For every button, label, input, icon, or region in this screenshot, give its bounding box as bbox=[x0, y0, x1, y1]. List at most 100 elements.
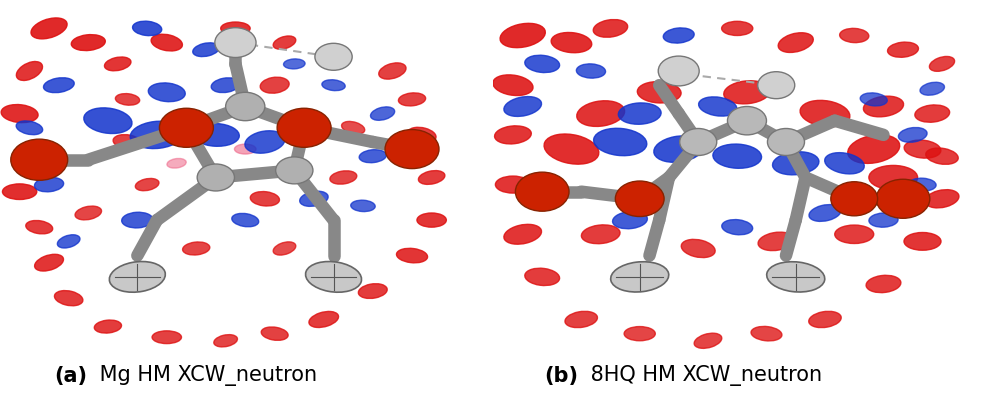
Ellipse shape bbox=[34, 177, 64, 192]
Ellipse shape bbox=[800, 100, 850, 127]
Ellipse shape bbox=[330, 171, 357, 184]
Ellipse shape bbox=[722, 21, 752, 35]
Ellipse shape bbox=[182, 242, 210, 255]
Ellipse shape bbox=[221, 22, 250, 35]
Ellipse shape bbox=[31, 18, 67, 39]
Ellipse shape bbox=[214, 335, 237, 347]
Ellipse shape bbox=[594, 128, 646, 156]
Circle shape bbox=[658, 56, 699, 86]
Circle shape bbox=[728, 106, 766, 135]
Ellipse shape bbox=[26, 220, 53, 234]
Ellipse shape bbox=[772, 152, 819, 175]
Ellipse shape bbox=[722, 220, 752, 235]
Ellipse shape bbox=[869, 165, 917, 190]
Ellipse shape bbox=[109, 262, 166, 292]
Ellipse shape bbox=[167, 158, 186, 168]
Ellipse shape bbox=[234, 144, 256, 154]
Circle shape bbox=[197, 164, 234, 191]
Ellipse shape bbox=[751, 326, 782, 341]
Circle shape bbox=[226, 92, 265, 121]
Ellipse shape bbox=[724, 81, 770, 104]
Circle shape bbox=[876, 179, 930, 218]
Ellipse shape bbox=[407, 127, 437, 142]
Ellipse shape bbox=[840, 29, 869, 42]
Ellipse shape bbox=[904, 233, 941, 250]
Ellipse shape bbox=[863, 96, 904, 117]
Ellipse shape bbox=[94, 320, 122, 333]
Circle shape bbox=[831, 182, 878, 216]
Ellipse shape bbox=[638, 82, 681, 103]
Ellipse shape bbox=[232, 213, 259, 227]
Ellipse shape bbox=[525, 268, 559, 286]
Ellipse shape bbox=[920, 82, 945, 95]
Ellipse shape bbox=[104, 57, 131, 71]
Ellipse shape bbox=[758, 232, 795, 251]
Ellipse shape bbox=[417, 213, 446, 227]
Ellipse shape bbox=[17, 62, 42, 80]
Ellipse shape bbox=[151, 34, 182, 51]
Ellipse shape bbox=[866, 275, 901, 293]
Ellipse shape bbox=[778, 33, 813, 53]
Circle shape bbox=[680, 129, 717, 155]
Ellipse shape bbox=[582, 225, 620, 244]
Ellipse shape bbox=[565, 311, 597, 328]
Circle shape bbox=[215, 28, 256, 58]
Ellipse shape bbox=[130, 121, 183, 149]
Ellipse shape bbox=[54, 290, 83, 306]
Ellipse shape bbox=[83, 108, 132, 133]
Ellipse shape bbox=[624, 326, 655, 341]
Ellipse shape bbox=[835, 225, 874, 244]
Ellipse shape bbox=[618, 103, 661, 124]
Ellipse shape bbox=[152, 331, 181, 344]
Ellipse shape bbox=[915, 105, 950, 122]
Circle shape bbox=[385, 130, 439, 169]
Ellipse shape bbox=[396, 248, 428, 263]
Ellipse shape bbox=[653, 136, 703, 162]
Circle shape bbox=[767, 129, 804, 155]
Ellipse shape bbox=[695, 333, 722, 348]
Ellipse shape bbox=[698, 97, 737, 116]
Ellipse shape bbox=[492, 75, 533, 95]
Text: 8HQ HM XCW_neutron: 8HQ HM XCW_neutron bbox=[584, 365, 822, 386]
Ellipse shape bbox=[3, 184, 37, 200]
Ellipse shape bbox=[305, 262, 362, 292]
Ellipse shape bbox=[132, 21, 162, 35]
Ellipse shape bbox=[57, 235, 80, 248]
Ellipse shape bbox=[713, 144, 761, 169]
Ellipse shape bbox=[888, 42, 918, 57]
Ellipse shape bbox=[135, 178, 159, 191]
Ellipse shape bbox=[551, 33, 592, 53]
Ellipse shape bbox=[359, 150, 387, 163]
Ellipse shape bbox=[611, 262, 669, 292]
Ellipse shape bbox=[869, 213, 898, 227]
Ellipse shape bbox=[15, 142, 44, 157]
Ellipse shape bbox=[341, 122, 365, 134]
Ellipse shape bbox=[577, 101, 625, 126]
Ellipse shape bbox=[908, 178, 936, 191]
Circle shape bbox=[615, 181, 664, 217]
Ellipse shape bbox=[273, 242, 296, 255]
Ellipse shape bbox=[612, 211, 647, 229]
Ellipse shape bbox=[1, 104, 38, 123]
Ellipse shape bbox=[43, 78, 75, 93]
Text: (a): (a) bbox=[54, 366, 87, 386]
Circle shape bbox=[315, 43, 352, 70]
Ellipse shape bbox=[379, 63, 406, 79]
Ellipse shape bbox=[594, 20, 628, 37]
Ellipse shape bbox=[860, 93, 887, 106]
Ellipse shape bbox=[398, 93, 426, 106]
Ellipse shape bbox=[825, 153, 864, 174]
Ellipse shape bbox=[192, 124, 239, 146]
Ellipse shape bbox=[525, 55, 559, 73]
Ellipse shape bbox=[577, 64, 605, 78]
Ellipse shape bbox=[495, 176, 531, 193]
Ellipse shape bbox=[504, 97, 542, 116]
Ellipse shape bbox=[494, 126, 532, 144]
Ellipse shape bbox=[284, 59, 305, 69]
Ellipse shape bbox=[929, 56, 955, 71]
Circle shape bbox=[757, 72, 795, 99]
Circle shape bbox=[160, 108, 214, 147]
Ellipse shape bbox=[809, 204, 841, 222]
Ellipse shape bbox=[904, 140, 941, 158]
Ellipse shape bbox=[116, 93, 139, 105]
